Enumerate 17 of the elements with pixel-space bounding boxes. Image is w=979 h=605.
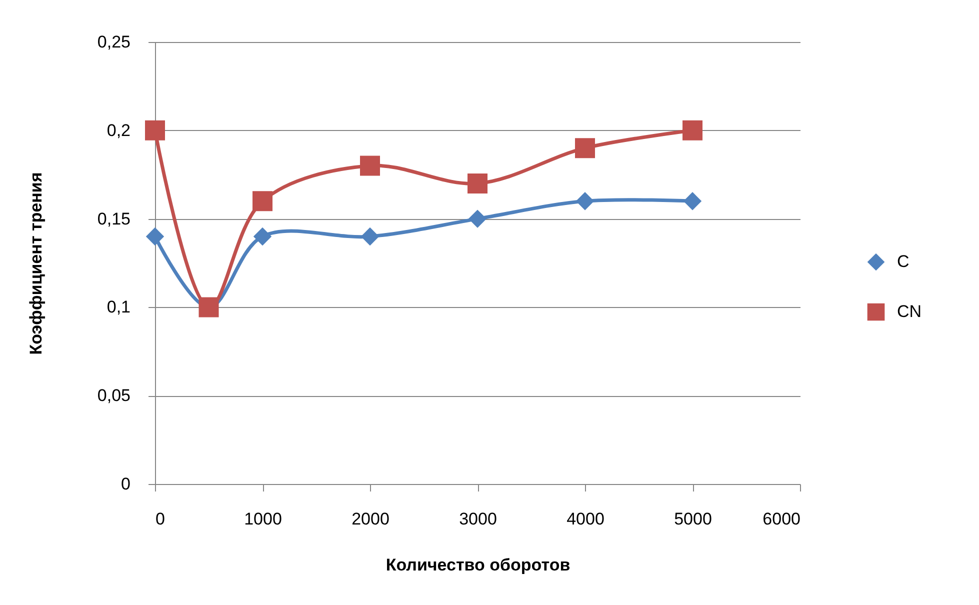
y-tick-label: 0,25 bbox=[97, 32, 130, 52]
y-tick-label: 0,1 bbox=[106, 298, 130, 317]
y-tick-label: 0,2 bbox=[106, 120, 130, 140]
x-tick-label: 3000 bbox=[459, 510, 497, 528]
x-tick-label: 1000 bbox=[244, 510, 282, 528]
x-tick-label: 0 bbox=[156, 510, 165, 528]
x-axis-title: Количество оборотов bbox=[386, 556, 570, 574]
legend-label: CN bbox=[897, 302, 922, 321]
y-tick-label: 0 bbox=[121, 474, 130, 494]
y-tick-label: 0,15 bbox=[97, 209, 130, 228]
y-tick-label: 0,05 bbox=[97, 386, 130, 406]
x-tick-label: 4000 bbox=[566, 510, 604, 528]
x-tick-label: 5000 bbox=[674, 510, 712, 528]
legend-label: C bbox=[897, 252, 910, 271]
y-axis-title: Коэффициент трения bbox=[26, 172, 46, 355]
x-tick-label: 6000 bbox=[762, 510, 800, 528]
x-tick-label: 2000 bbox=[352, 510, 390, 528]
